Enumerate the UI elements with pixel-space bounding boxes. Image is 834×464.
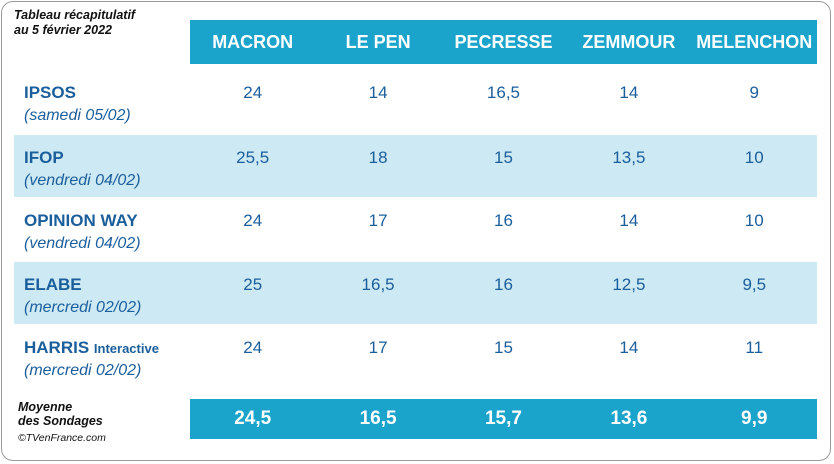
value-cell: 25 [243,275,263,294]
value-cell: 14 [368,83,388,102]
average-row: 24,5 16,5 15,7 13,6 9,9 [190,399,817,439]
candidate-header-pecresse: PECRESSE [454,32,553,52]
poll-date: (mercredi 02/02) [24,362,142,379]
pollster-name: IPSOS [24,83,76,102]
value-cell: 16 [494,211,513,230]
table-row: HARRIS Interactive (mercredi 02/02) 24 1… [14,325,817,387]
table-row: IFOP (vendredi 04/02) 25,5 18 15 13,5 10 [14,135,817,197]
poll-date: (mercredi 02/02) [24,299,142,316]
pollster-name: ELABE [24,275,82,294]
average-label: Moyenne des Sondages [18,400,103,428]
value-cell: 11 [745,338,764,357]
average-value: 9,9 [741,408,768,429]
copyright-notice: ©TVenFrance.com [18,432,106,444]
value-cell: 14 [619,211,639,230]
value-cell: 16,5 [361,275,395,294]
pollster-name: HARRIS Interactive [24,338,159,357]
poll-values: 24 14 16,5 14 9 [190,82,817,104]
caption-line-1: Tableau récapitulatif [14,8,136,22]
value-cell: 9,5 [742,275,767,294]
value-cell: 14 [619,338,639,357]
average-value: 15,7 [484,408,522,429]
value-cell: 9 [749,83,759,102]
value-cell: 24 [243,83,263,102]
value-cell: 25,5 [236,148,270,167]
candidate-header-zemmour: ZEMMOUR [582,32,676,52]
poll-date: (samedi 05/02) [24,107,131,124]
value-cell: 17 [368,338,388,357]
pollster-cell: HARRIS Interactive (mercredi 02/02) [24,337,159,382]
value-cell: 15 [494,148,513,167]
pollster-cell: ELABE (mercredi 02/02) [24,274,141,319]
poll-values: 25,5 18 15 13,5 10 [190,147,817,169]
table-row: OPINION WAY (vendredi 04/02) 24 17 16 14… [14,198,817,260]
value-cell: 18 [368,148,388,167]
value-cell: 12,5 [612,275,646,294]
pollster-cell: IFOP (vendredi 04/02) [24,147,141,192]
table-row: IPSOS (samedi 05/02) 24 14 16,5 14 9 [14,70,817,132]
pollster-name: OPINION WAY [24,211,138,230]
average-label-line-2: des Sondages [18,414,103,428]
value-cell: 10 [744,211,764,230]
poll-date: (vendredi 04/02) [24,172,141,189]
poll-values: 24 17 16 14 10 [190,210,817,232]
average-label-line-1: Moyenne [18,400,73,414]
value-cell: 17 [368,211,388,230]
candidates-header: MACRON LE PEN PECRESSE ZEMMOUR MELENCHON [190,20,817,64]
candidate-header-melenchon: MELENCHON [696,32,813,52]
average-value: 24,5 [234,408,272,429]
caption-line-2: au 5 février 2022 [14,23,112,37]
poll-date: (vendredi 04/02) [24,235,141,252]
value-cell: 10 [744,148,764,167]
value-cell: 16,5 [486,83,521,102]
value-cell: 13,5 [612,148,646,167]
value-cell: 24 [243,338,263,357]
candidate-header-le-pen: LE PEN [345,32,411,52]
table-row: ELABE (mercredi 02/02) 25 16,5 16 12,5 9… [14,262,817,324]
poll-values: 25 16,5 16 12,5 9,5 [190,274,817,296]
average-value: 13,6 [610,408,648,429]
table-caption: Tableau récapitulatif au 5 février 2022 [14,8,135,38]
value-cell: 24 [243,211,263,230]
value-cell: 14 [619,83,639,102]
value-cell: 15 [494,338,513,357]
value-cell: 16 [494,275,513,294]
pollster-name: IFOP [24,148,64,167]
pollster-cell: OPINION WAY (vendredi 04/02) [24,210,141,255]
average-value: 16,5 [359,408,397,429]
poll-values: 24 17 15 14 11 [190,337,817,359]
pollster-cell: IPSOS (samedi 05/02) [24,82,131,127]
candidate-header-macron: MACRON [212,32,294,52]
